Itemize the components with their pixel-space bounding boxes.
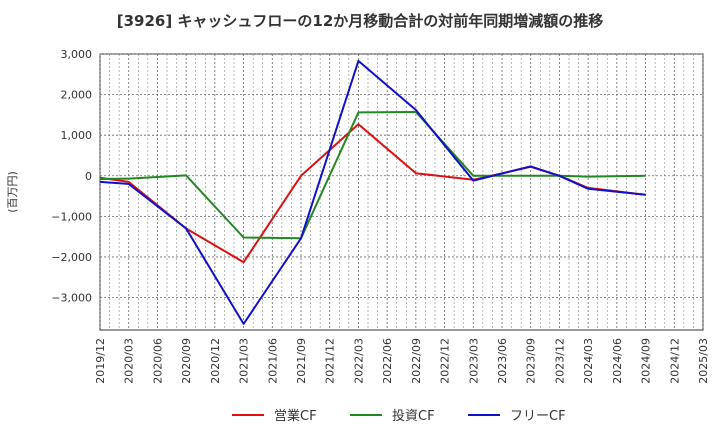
axes: 3,000 2,000 1,000 0 −1,000 −2,000 −3,000 (百万円) 2… [6, 48, 710, 384]
series-line [99, 59, 646, 325]
x-tick-label: 2023/03 [467, 338, 480, 384]
x-tick-label: 2020/12 [209, 338, 222, 384]
x-tick-label: 2024/09 [640, 338, 653, 384]
x-tick-label: 2021/12 [324, 338, 337, 384]
x-tick-label: 2025/03 [697, 338, 710, 384]
x-tick-label: 2022/12 [439, 338, 452, 384]
y-tick-label: 3,000 [61, 48, 93, 61]
chart-title: [3926] キャッシュフローの12か月移動合計の対前年同期増減額の推移 [116, 12, 604, 30]
x-tick-label: 2020/03 [123, 338, 136, 384]
x-tick-label: 2024/06 [611, 338, 624, 384]
legend-label: フリーCF [510, 409, 566, 424]
y-tick-label: 2,000 [61, 89, 93, 102]
x-tick-label: 2022/03 [352, 338, 365, 384]
legend-label: 営業CF [274, 408, 317, 424]
y-axis-label: (百万円) [6, 171, 19, 213]
x-tick-label: 2022/06 [381, 338, 394, 384]
series-lines [99, 59, 646, 325]
legend-label: 投資CF [392, 408, 435, 424]
x-tick-label: 2019/12 [94, 338, 107, 384]
x-tick-label: 2024/12 [668, 338, 681, 384]
x-tick-label: 2022/09 [410, 338, 423, 384]
x-tick-label: 2020/09 [180, 338, 193, 384]
series-line [99, 111, 646, 240]
y-tick-label: 1,000 [61, 129, 93, 142]
x-tick-label: 2021/09 [295, 338, 308, 384]
y-tick-label: −3,000 [51, 292, 92, 305]
y-tick-label: −1,000 [51, 210, 92, 223]
y-tick-label: 0 [85, 170, 92, 183]
x-tick-label: 2020/06 [151, 338, 164, 384]
y-tick-label: −2,000 [51, 251, 92, 264]
x-tick-label: 2023/06 [496, 338, 509, 384]
x-tick-label: 2024/03 [582, 338, 595, 384]
x-tick-label: 2021/06 [266, 338, 279, 384]
x-tick-label: 2021/03 [238, 338, 251, 384]
x-tick-label: 2023/12 [553, 338, 566, 384]
x-tick-label: 2023/09 [525, 338, 538, 384]
legend: 営業CF 投資CF フリーCF [232, 408, 566, 424]
